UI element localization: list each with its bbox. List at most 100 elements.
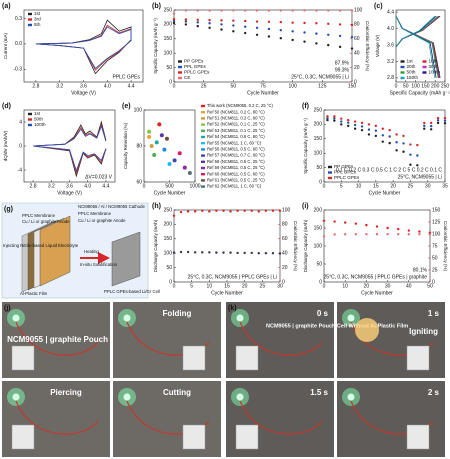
y-tick-label: 250 (164, 207, 173, 213)
x-tick-label: 0 (173, 283, 176, 289)
y-tick-label: 100 (134, 107, 143, 113)
legend-label: 5th (34, 22, 41, 27)
data-point (303, 21, 306, 25)
data-point (232, 9, 235, 12)
y2-tick-label: 80 (354, 22, 360, 28)
annotation: 87.9% (335, 60, 350, 66)
data-point (443, 116, 447, 120)
data-point (326, 116, 329, 120)
data-point (374, 129, 378, 132)
y-tick-label: 0 (169, 79, 172, 85)
data-point (395, 133, 398, 136)
data-point (315, 9, 318, 12)
data-point (267, 35, 271, 38)
y2-tick-label: 125 (432, 219, 441, 225)
wire (15, 321, 99, 356)
legend-label: Ref 50 (NCM811, 0.2 C, 80 °C) (207, 109, 265, 114)
data-point (159, 133, 164, 138)
data-point (388, 135, 391, 138)
data-point (201, 209, 204, 212)
data-point (278, 252, 282, 255)
y2-tick-label: 40 (282, 251, 288, 257)
y-tick-label: 60 (136, 179, 142, 185)
diagram-text: In-situ Solidification (80, 262, 118, 267)
legend-swatch (201, 166, 205, 170)
led (236, 393, 244, 401)
panel-label: (e) (122, 103, 131, 110)
data-point (194, 210, 197, 213)
data-point (257, 252, 260, 255)
data-point (222, 251, 225, 254)
legend-label: Ref 58 (NCM811, 0.5 C, 25 °C) (207, 159, 265, 164)
legend-label: Ref 62 (NCM811, 1 C, 60 °C) (207, 184, 262, 189)
data-point (350, 47, 354, 50)
data-point (388, 128, 391, 132)
plot-frame (173, 209, 281, 283)
legend-swatch (328, 165, 332, 169)
legend-swatch (201, 123, 205, 126)
data-point (360, 121, 364, 125)
x-tick-label: 10 (342, 283, 348, 289)
data-point (208, 251, 211, 254)
data-point (184, 23, 188, 26)
wire (239, 321, 323, 356)
data-point (409, 143, 412, 146)
legend-swatch (28, 12, 32, 16)
data-point (436, 116, 440, 120)
data-point (172, 18, 176, 21)
data-point (208, 26, 211, 30)
x-tick-label: 30 (277, 283, 283, 289)
y-tick-label: 3.6 (387, 42, 394, 48)
data-point (416, 154, 419, 157)
diagram-text: NCM9055 / Al / NCM9055 Cathode (78, 204, 145, 209)
legend-label: Ref 56 (NCM811, 0.5 C, 60 °C) (207, 147, 265, 152)
legend-swatch (422, 60, 427, 63)
data-point (327, 33, 330, 36)
data-point (244, 25, 247, 28)
data-point (208, 9, 211, 12)
data-point (360, 128, 364, 132)
data-point (271, 209, 275, 212)
legend-swatch (400, 71, 405, 74)
x-tick-label: 20 (242, 283, 248, 289)
y2-tick-label: 60 (282, 236, 288, 242)
y-tick-label: 250 (164, 7, 173, 13)
panel-label: (b) (152, 3, 161, 10)
data-point (215, 209, 218, 212)
data-point (220, 9, 223, 12)
legend-label: Ref 51 (NCM811, 0.2 C, 60 °C) (207, 116, 265, 121)
x-tick-label: 1000 (189, 183, 200, 189)
series-line (395, 15, 436, 78)
series-line (33, 120, 107, 178)
data-point (196, 9, 199, 12)
x-tick-label: 4.4 (102, 183, 109, 189)
data-point (152, 153, 157, 157)
pouch-cell (406, 345, 430, 371)
x-tick-label: 0 (143, 183, 146, 189)
x-axis-label: Cycle Number (369, 190, 401, 196)
panel-label: (c) (374, 3, 383, 10)
plot-frame (395, 9, 446, 83)
data-point (340, 123, 343, 126)
legend-swatch (28, 123, 32, 127)
x-tick-label: 20 (390, 183, 396, 189)
x-tick-label: 50 (427, 283, 433, 289)
x-tick-label: 10 (207, 283, 213, 289)
x-tick-label: 0 (323, 183, 326, 189)
data-point (395, 149, 398, 152)
data-point (397, 232, 400, 236)
annotation: 25°C, 0.3C, NCM9055 | Li (291, 74, 349, 80)
data-point (264, 209, 268, 212)
data-point (347, 118, 350, 122)
data-point (416, 143, 419, 147)
legend-swatch (178, 76, 182, 80)
data-point (243, 251, 246, 255)
data-point (333, 233, 336, 236)
data-point (367, 133, 371, 136)
y-tick-label: 4 (19, 119, 22, 125)
schematic: (g) NCM9055 / Al / NCM9055 Cathode PPLC … (1, 202, 160, 299)
y-tick-label: 50 (316, 261, 322, 267)
data-point (402, 142, 405, 145)
data-point (172, 214, 176, 217)
y2-tick-label: 50 (432, 255, 438, 261)
